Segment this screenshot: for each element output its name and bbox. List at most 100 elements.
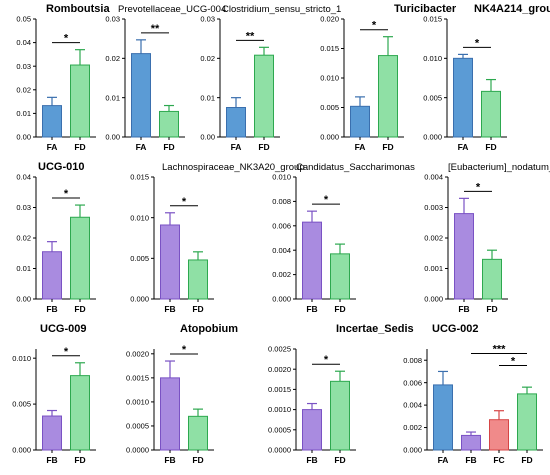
y-tick-label: 0.004 — [272, 246, 291, 255]
y-tick-label: 0.001 — [424, 264, 443, 273]
y-tick-label: 0.0025 — [268, 345, 291, 354]
y-tick-label: 0.010 — [12, 354, 31, 363]
significance-label: * — [475, 37, 480, 49]
significance-label: * — [476, 181, 481, 193]
y-tick-label: 0.01 — [16, 109, 31, 118]
significance-label: * — [182, 196, 187, 208]
y-tick-label: 0.020 — [320, 15, 339, 24]
panel-ucg-002: UCG-002 0.000 0.002 0.004 0.006 0.008 FA FB FC FD… — [403, 323, 543, 465]
y-tick-label: 0.05 — [16, 15, 31, 24]
y-tick-label: 0.015 — [320, 44, 339, 53]
panel-title: UCG-009 — [40, 323, 86, 335]
significance-label: * — [64, 188, 69, 200]
significance-label: ** — [151, 23, 160, 35]
bar-fa — [433, 384, 453, 451]
bar-fd — [188, 415, 208, 451]
y-tick-label: 0.006 — [403, 378, 422, 387]
y-tick-label: 0.03 — [105, 15, 120, 24]
y-tick-label: 0.0020 — [268, 365, 291, 374]
y-tick-label: 0.0005 — [268, 425, 291, 434]
x-tick-label: FD — [334, 304, 345, 314]
significance-label: * — [372, 20, 377, 32]
bar-fd — [481, 90, 501, 138]
y-tick-label: 0.04 — [16, 173, 31, 182]
panel-lachnospiraceae-nk3a20-group: Lachnospiraceae_NK3A20_group 0.000 0.005 0.… — [130, 162, 304, 314]
y-tick-label: 0.000 — [424, 295, 443, 304]
panel-ucg-010: UCG-010 0.00 0.01 0.02 0.03 0.04 FB FD * — [16, 161, 96, 314]
y-tick-label: 0.0010 — [126, 398, 149, 407]
significance-label: * — [324, 354, 329, 366]
y-tick-label: 0.03 — [16, 62, 31, 71]
x-tick-label: FA — [136, 142, 147, 152]
significance-label: * — [182, 344, 187, 356]
bar-fd — [70, 375, 90, 451]
y-tick-label: 0.0015 — [126, 373, 149, 382]
panel-eubacterium-nodatum-group: [Eubacterium]_nodatum_group 0.000 0.001 0.0… — [424, 162, 550, 314]
y-tick-label: 0.0000 — [126, 446, 149, 455]
y-tick-label: 0.010 — [423, 54, 442, 63]
y-tick-label: 0.002 — [403, 423, 422, 432]
x-tick-label: FB — [458, 304, 469, 314]
y-tick-label: 0.03 — [200, 15, 215, 24]
panel-title: Atopobium — [180, 323, 238, 335]
y-tick-label: 0.006 — [272, 221, 291, 230]
y-tick-label: 0.005 — [320, 103, 339, 112]
y-tick-label: 0.000 — [272, 295, 291, 304]
bar-fd — [254, 54, 274, 138]
panel-title: [Eubacterium]_nodatum_group — [448, 162, 550, 173]
x-tick-label: FD — [485, 142, 496, 152]
bar-fb — [160, 377, 180, 451]
y-tick-label: 0.015 — [423, 15, 442, 24]
x-tick-label: FB — [164, 455, 175, 465]
bar-fa — [131, 53, 151, 138]
y-tick-label: 0.01 — [16, 264, 31, 273]
x-tick-label: FD — [74, 455, 85, 465]
y-tick-label: 0.000 — [403, 446, 422, 455]
bar-fd — [330, 253, 350, 300]
x-tick-label: FD — [192, 455, 203, 465]
x-tick-label: FC — [493, 455, 504, 465]
panel-title: Romboutsia — [46, 3, 110, 15]
panel-atopobium: Atopobium 0.0000 0.0005 0.0010 0.0015 0.0020 F… — [126, 323, 238, 465]
panel-title: Lachnospiraceae_NK3A20_group — [162, 162, 305, 173]
x-tick-label: FA — [458, 142, 469, 152]
x-tick-label: FA — [438, 455, 449, 465]
y-tick-label: 0.005 — [423, 93, 442, 102]
x-tick-label: FD — [334, 455, 345, 465]
y-tick-label: 0.00 — [200, 133, 215, 142]
bar-fd — [159, 110, 179, 138]
y-tick-label: 0.008 — [272, 197, 291, 206]
significance-label: * — [511, 355, 516, 367]
significance-label: *** — [493, 343, 507, 355]
panel-nk4a214-group: NK4A214_group 0.000 0.005 0.010 0.015 FA FD * — [423, 3, 550, 152]
panel-title: UCG-010 — [38, 161, 84, 173]
x-tick-label: FB — [164, 304, 175, 314]
bar-fd — [378, 55, 398, 138]
y-tick-label: 0.002 — [424, 234, 443, 243]
bar-fc — [489, 419, 509, 451]
y-tick-label: 0.0000 — [268, 446, 291, 455]
bar-fb — [42, 251, 62, 300]
x-tick-label: FB — [465, 455, 476, 465]
bar-fd — [188, 259, 208, 300]
bar-fb — [302, 221, 322, 300]
x-tick-label: FA — [47, 142, 58, 152]
x-tick-label: FD — [258, 142, 269, 152]
bar-fd — [482, 258, 502, 300]
significance-label: * — [64, 33, 69, 45]
panel-title: Clostridium_sensu_stricto_1 — [222, 4, 341, 15]
bar-fa — [42, 105, 62, 138]
x-tick-label: FB — [306, 304, 317, 314]
bar-fb — [160, 224, 180, 300]
bar-fd — [70, 64, 90, 138]
y-tick-label: 0.015 — [130, 173, 149, 182]
panel-romboutsia: Romboutsia 0.00 0.01 0.02 0.03 0.04 0.05 FA FD * — [16, 3, 110, 152]
bar-fa — [350, 105, 370, 138]
significance-label: ** — [246, 30, 255, 42]
y-tick-label: 0.04 — [16, 38, 31, 47]
significance-label: * — [324, 194, 329, 206]
panel-incertae-sedis: Incertae_Sedis 0.0000 0.0005 0.0010 0.0015 0.… — [268, 323, 414, 465]
y-tick-label: 0.005 — [12, 400, 31, 409]
x-tick-label: FD — [74, 304, 85, 314]
